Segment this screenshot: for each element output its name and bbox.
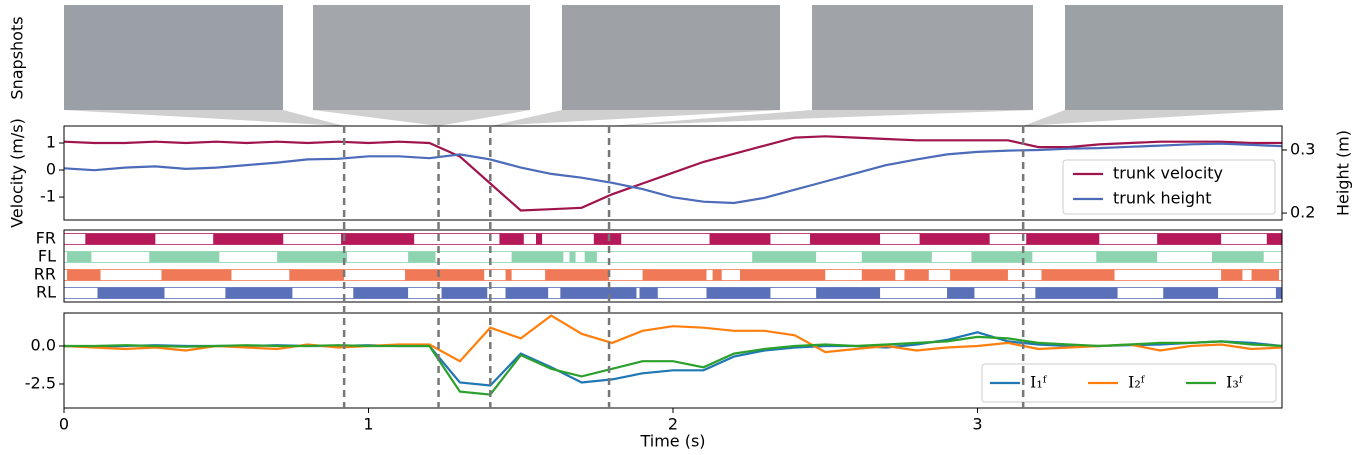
contact-bar: [710, 234, 771, 245]
x-tick-label: 3: [972, 415, 982, 434]
snapshots-label: Snapshots: [8, 16, 27, 99]
x-tick-label: 1: [363, 415, 373, 434]
contact-bar: [85, 234, 155, 245]
contact-bar: [1212, 252, 1264, 263]
contact-bar: [585, 252, 597, 263]
row-label: FL: [38, 247, 56, 266]
contact-bar: [1035, 288, 1117, 299]
row-label: RR: [34, 265, 56, 284]
x-tick-label: 0: [59, 415, 69, 434]
callout: [64, 110, 344, 126]
contact-bar: [1026, 234, 1099, 245]
contact-bar: [1157, 234, 1221, 245]
contact-bar: [1221, 270, 1242, 281]
contact-bar: [594, 234, 621, 245]
contact-bar: [643, 270, 707, 281]
contact-bar: [752, 252, 816, 263]
row-label: RL: [36, 283, 56, 302]
y-tick-label: 0.0: [31, 335, 56, 354]
contact-bar: [810, 234, 880, 245]
legend-label: trunk velocity: [1113, 164, 1223, 183]
contact-bar: [1096, 252, 1157, 263]
contact-bar: [499, 234, 523, 245]
legend-label: I₃ᶠ: [1226, 373, 1244, 392]
contact-bar: [1252, 270, 1279, 281]
legend-label: I₂ᶠ: [1128, 373, 1146, 392]
contact-bar: [920, 234, 990, 245]
y-tick-label: 1: [46, 133, 56, 152]
legend-label: trunk height: [1113, 189, 1211, 208]
contact-bar: [506, 270, 512, 281]
contact-bar: [353, 288, 408, 299]
callout: [313, 110, 530, 126]
contact-bar: [862, 252, 932, 263]
contact-bar: [1163, 288, 1218, 299]
series-line: [64, 316, 1282, 362]
y-tick-label: -1: [40, 187, 56, 206]
x-axis-label: Time (s): [639, 432, 705, 451]
contact-bar: [950, 270, 1008, 281]
contact-bar: [1276, 288, 1282, 299]
figure: Snapshots 1 0 -1 0.2 0.3 Velocity (m/s) Height…: [0, 0, 1357, 455]
contact-bar: [560, 288, 636, 299]
row-label: FR: [36, 229, 56, 248]
contact-bar: [947, 288, 974, 299]
y-axis-label: Velocity (m/s): [8, 118, 27, 228]
y-tick-label: -2.5: [25, 373, 56, 392]
contact-bar: [740, 270, 825, 281]
snapshot-image: [1065, 5, 1283, 110]
y2-tick-label: 0.3: [1290, 139, 1315, 158]
callout: [1023, 110, 1283, 126]
contact-bar: [213, 234, 283, 245]
contact-bar: [569, 252, 575, 263]
y2-axis-label: Height (m): [1334, 130, 1353, 216]
contact-bar: [816, 288, 880, 299]
contact-bar: [713, 270, 722, 281]
contact-bar: [67, 270, 100, 281]
contact-bar: [1041, 270, 1114, 281]
contact-bar: [405, 270, 484, 281]
contact-bar: [536, 234, 542, 245]
contact-bar: [512, 252, 564, 263]
contact-bar: [277, 252, 347, 263]
contact-bar: [904, 270, 928, 281]
contact-bar: [225, 288, 292, 299]
contact-bar: [1267, 234, 1282, 245]
contact-bar: [545, 270, 609, 281]
contact-bar: [97, 288, 164, 299]
snapshots: [64, 5, 1283, 110]
contact-bar: [640, 288, 658, 299]
snapshot-image: [562, 5, 780, 110]
contact-bar: [149, 252, 219, 263]
contact-bar: [506, 288, 549, 299]
snapshot-image: [313, 5, 530, 110]
legend-label: I₁ᶠ: [1030, 373, 1048, 392]
contact-bar: [289, 270, 344, 281]
y2-tick-label: 0.2: [1290, 203, 1315, 222]
snapshot-image: [64, 5, 283, 110]
contact-bar: [442, 288, 488, 299]
contact-bar: [161, 270, 231, 281]
contact-bar: [341, 234, 414, 245]
contact-bar: [67, 252, 91, 263]
contact-bar: [706, 288, 770, 299]
snapshot-image: [812, 5, 1033, 110]
contact-bar: [862, 270, 895, 281]
y-tick-label: 0: [46, 160, 56, 179]
contact-bar: [408, 252, 435, 263]
